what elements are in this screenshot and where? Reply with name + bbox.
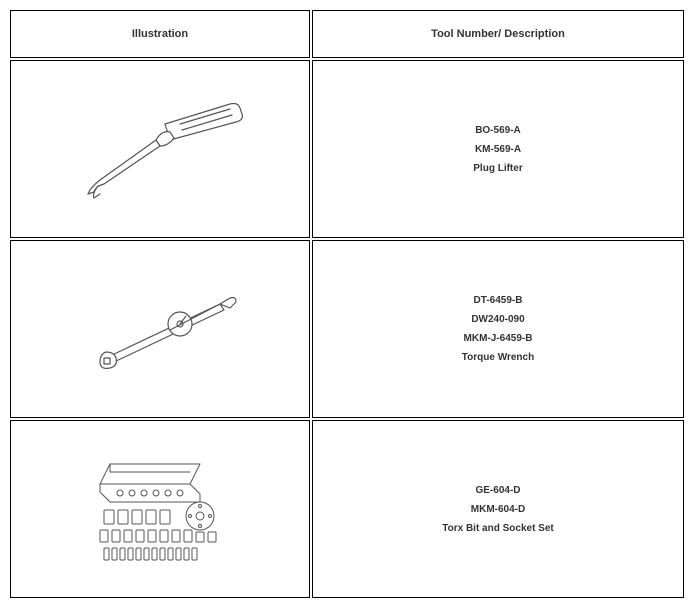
header-description: Tool Number/ Description — [312, 10, 684, 58]
plug-lifter-icon — [70, 94, 250, 204]
tool-description: Torque Wrench — [319, 352, 677, 363]
illustration-cell — [10, 420, 310, 598]
header-illustration: Illustration — [10, 10, 310, 58]
torx-bit-socket-set-icon — [60, 444, 260, 574]
illustration-cell — [10, 240, 310, 418]
description-cell: DT-6459-B DW240-090 MKM-J-6459-B Torque … — [312, 240, 684, 418]
tool-number: BO-569-A — [319, 125, 677, 136]
tools-table: Illustration Tool Number/ Description — [8, 8, 686, 600]
tool-description: Plug Lifter — [319, 163, 677, 174]
description-cell: GE-604-D MKM-604-D Torx Bit and Socket S… — [312, 420, 684, 598]
tool-description: Torx Bit and Socket Set — [319, 523, 677, 534]
description-cell: BO-569-A KM-569-A Plug Lifter — [312, 60, 684, 238]
tool-number: DT-6459-B — [319, 295, 677, 306]
torque-wrench-icon — [70, 274, 250, 384]
table-header-row: Illustration Tool Number/ Description — [10, 10, 684, 58]
tool-number: MKM-604-D — [319, 504, 677, 515]
table-row: DT-6459-B DW240-090 MKM-J-6459-B Torque … — [10, 240, 684, 418]
illustration-cell — [10, 60, 310, 238]
tool-number: MKM-J-6459-B — [319, 333, 677, 344]
tool-number: KM-569-A — [319, 144, 677, 155]
table-row: BO-569-A KM-569-A Plug Lifter — [10, 60, 684, 238]
table-row: GE-604-D MKM-604-D Torx Bit and Socket S… — [10, 420, 684, 598]
tool-number: DW240-090 — [319, 314, 677, 325]
tool-number: GE-604-D — [319, 485, 677, 496]
